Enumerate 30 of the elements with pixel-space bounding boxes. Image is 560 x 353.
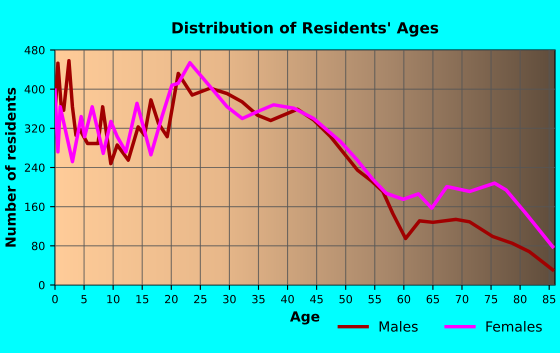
y-tick-label: 480 — [24, 46, 45, 54]
x-tick-label: 35 — [252, 294, 265, 304]
chart-title: Distribution of Residents' Ages — [172, 22, 438, 37]
x-tick-label: 60 — [398, 294, 410, 304]
x-tick-label: 10 — [107, 294, 120, 304]
y-tick-label: 160 — [25, 202, 45, 212]
x-tick-label: 75 — [484, 295, 498, 304]
x-tick-label: 80 — [514, 294, 526, 304]
x-tick-label: 55 — [368, 295, 381, 304]
x-tick-label: 0 — [52, 294, 58, 304]
x-tick-label: 15 — [136, 295, 148, 304]
x-tick-label: 45 — [310, 295, 323, 304]
x-axis-title: Age — [290, 311, 320, 324]
x-tick-label: 70 — [456, 294, 468, 304]
legend-label: Females — [486, 321, 542, 332]
x-tick-label: 5 — [81, 295, 87, 304]
x-tick-label: 30 — [223, 294, 236, 304]
x-tick-label: 65 — [426, 294, 440, 304]
y-axis-title: Number of residents — [5, 88, 16, 247]
y-tick-label: 240 — [24, 163, 45, 172]
x-tick-label: 40 — [281, 294, 294, 304]
x-tick-label: 25 — [194, 294, 206, 304]
y-tick-label: 320 — [24, 124, 45, 133]
legend-label: Males — [380, 321, 418, 332]
y-tick-label: 80 — [32, 242, 45, 250]
x-tick-label: 50 — [339, 294, 352, 304]
y-tick-label: 0 — [38, 280, 45, 290]
x-tick-label: 85 — [542, 294, 556, 304]
y-tick-label: 400 — [24, 85, 45, 94]
x-tick-label: 20 — [165, 294, 178, 304]
